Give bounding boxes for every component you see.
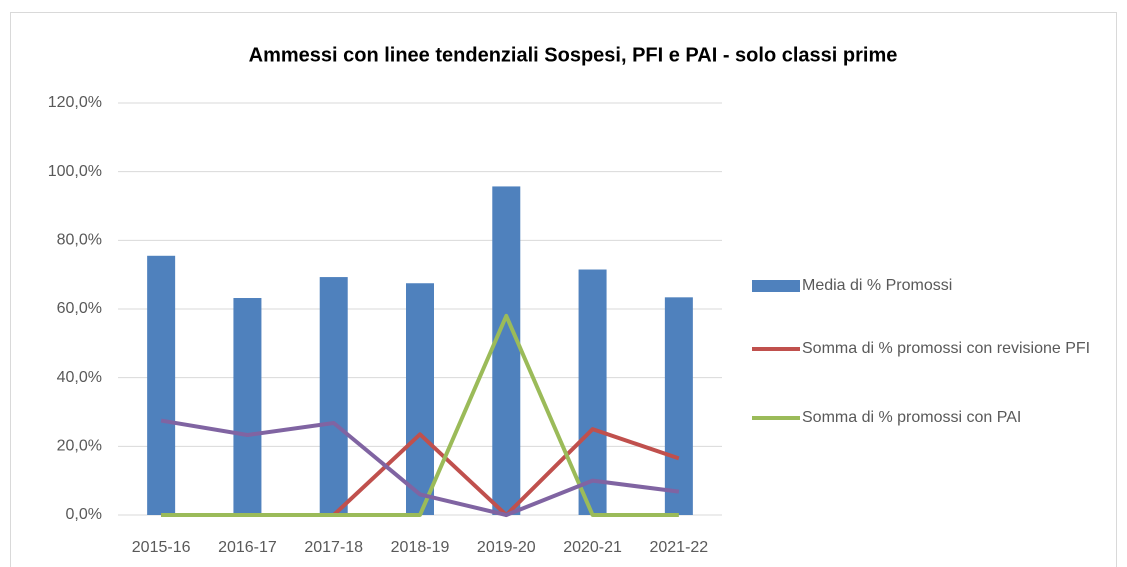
bar <box>492 186 521 515</box>
bar <box>406 283 434 515</box>
legend-swatch <box>752 280 800 292</box>
x-tick-label: 2016-17 <box>218 539 277 556</box>
x-tick-label: 2017-18 <box>304 539 363 556</box>
x-tick-label: 2018-19 <box>391 539 450 556</box>
line-series <box>161 313 679 517</box>
bar <box>578 269 607 515</box>
x-tick-label: 2020-21 <box>563 539 622 556</box>
x-tick-label: 2021-22 <box>649 539 708 556</box>
bar <box>319 277 348 515</box>
legend-label: Somma di % promossi con PAI <box>802 409 1022 426</box>
chart-border <box>10 12 1117 567</box>
bar <box>664 297 693 515</box>
line-series <box>160 418 680 517</box>
legend-label: Media di % Promossi <box>802 277 953 294</box>
y-tick-label: 0,0% <box>66 506 102 523</box>
y-tick-label: 60,0% <box>57 300 102 317</box>
x-tick-label: 2015-16 <box>132 539 191 556</box>
y-tick-label: 40,0% <box>57 369 102 386</box>
bar <box>147 255 176 516</box>
x-tick-label: 2019-20 <box>477 539 536 556</box>
bar <box>233 298 262 515</box>
chart-title: Ammessi con linee tendenziali Sospesi, P… <box>249 44 898 66</box>
y-tick-label: 100,0% <box>48 163 102 180</box>
legend-label: Somma di % promossi con revisione PFI <box>802 340 1091 357</box>
y-tick-label: 120,0% <box>48 94 102 111</box>
y-tick-label: 20,0% <box>57 438 102 455</box>
y-tick-label: 80,0% <box>57 232 102 249</box>
